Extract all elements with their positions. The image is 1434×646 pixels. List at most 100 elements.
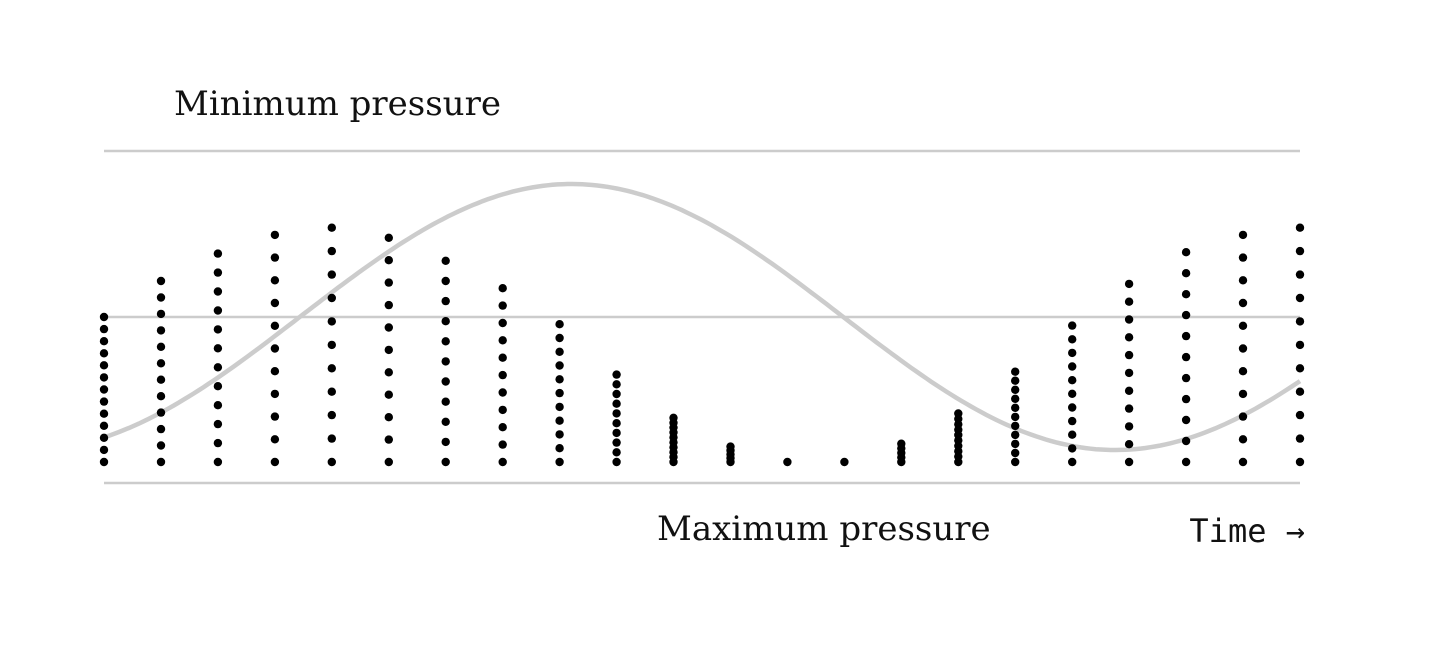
air-particle-dot	[1295, 364, 1305, 373]
air-particle-dot	[156, 276, 166, 286]
air-particle-dot	[384, 323, 393, 332]
air-particle-dot	[498, 318, 507, 328]
air-particle-dot	[99, 445, 109, 455]
air-particle-dot	[1181, 269, 1191, 278]
air-particle-dot	[1238, 412, 1248, 421]
air-particle-dot	[1011, 430, 1020, 440]
air-particle-dot	[1124, 350, 1134, 360]
air-particle-dot	[441, 437, 450, 447]
air-particle-dot	[669, 457, 678, 467]
air-particle-dot	[156, 359, 166, 368]
air-particle-dot	[1238, 298, 1248, 308]
air-particle-dot	[1238, 321, 1248, 330]
air-particle-dot	[1124, 440, 1134, 449]
particle-column	[99, 312, 109, 467]
air-particle-dot	[1295, 246, 1305, 256]
particle-column	[270, 230, 280, 467]
air-particle-dot	[1068, 321, 1077, 330]
air-particle-dot	[612, 448, 621, 457]
air-particle-dot	[441, 417, 450, 426]
air-particle-dot	[498, 370, 507, 380]
air-particle-dot	[1295, 340, 1305, 350]
air-particle-dot	[1124, 297, 1134, 306]
air-particle-dot	[498, 301, 507, 310]
air-particle-dot	[156, 408, 166, 417]
air-particle-dot	[1238, 276, 1248, 285]
air-particle-dot	[612, 457, 621, 467]
air-particle-dot	[1181, 457, 1191, 467]
air-particle-dot	[99, 397, 109, 406]
air-particle-dot	[270, 457, 280, 467]
air-particle-dot	[213, 306, 223, 315]
air-particle-dot	[1295, 317, 1305, 326]
air-particle-dot	[1124, 333, 1134, 342]
air-particle-dot	[498, 353, 507, 362]
air-particle-dot	[726, 457, 735, 467]
air-particle-dot	[1295, 434, 1305, 443]
air-particle-dot	[612, 380, 621, 389]
air-particle-dot	[441, 317, 450, 326]
air-particle-dot	[327, 293, 336, 303]
air-particle-dot	[612, 389, 621, 399]
air-particle-dot	[897, 457, 906, 467]
air-particle-dot	[1068, 376, 1077, 385]
air-particle-dot	[1124, 457, 1134, 467]
air-particle-dot	[1295, 293, 1305, 303]
air-particle-dot	[327, 223, 336, 232]
air-particle-dot	[1011, 394, 1020, 403]
air-particle-dot	[1068, 335, 1077, 344]
air-particle-dot	[384, 435, 393, 444]
air-particle-dot	[270, 230, 280, 240]
air-particle-dot	[1011, 448, 1020, 458]
air-particle-dot	[270, 321, 280, 330]
air-particle-dot	[498, 457, 507, 467]
particle-column	[669, 413, 678, 467]
air-particle-dot	[612, 428, 621, 438]
air-particle-dot	[612, 370, 621, 379]
particle-column	[555, 320, 564, 467]
air-particle-dot	[441, 457, 450, 467]
air-particle-dot	[327, 434, 336, 443]
air-particle-dot	[1295, 457, 1305, 467]
air-particle-dot	[1181, 310, 1191, 320]
air-particle-dot	[327, 364, 336, 373]
air-particle-dot	[156, 375, 166, 384]
air-particle-columns	[99, 223, 1305, 467]
air-particle-dot	[441, 296, 450, 306]
air-particle-dot	[327, 270, 336, 279]
air-particle-dot	[270, 276, 280, 285]
air-particle-dot	[1238, 435, 1248, 444]
time-axis-label: Time →	[1189, 512, 1305, 550]
air-particle-dot	[555, 444, 564, 453]
air-particle-dot	[1238, 253, 1248, 262]
air-particle-dot	[441, 337, 450, 346]
air-particle-dot	[498, 336, 507, 345]
air-particle-dot	[612, 409, 621, 418]
air-particle-dot	[1011, 457, 1020, 467]
particle-column	[327, 223, 336, 467]
air-particle-dot	[954, 457, 963, 467]
air-particle-dot	[1011, 367, 1020, 376]
air-particle-dot	[1238, 367, 1248, 376]
air-particle-dot	[555, 333, 564, 343]
particle-column	[1238, 230, 1248, 467]
air-particle-dot	[156, 441, 166, 450]
air-particle-dot	[1295, 270, 1305, 279]
air-particle-dot	[1124, 404, 1134, 413]
air-particle-dot	[1068, 389, 1077, 398]
air-particle-dot	[384, 345, 393, 355]
air-particle-dot	[327, 317, 336, 326]
air-particle-dot	[1068, 430, 1077, 439]
particle-column	[1011, 367, 1020, 467]
air-particle-dot	[840, 457, 849, 467]
air-particle-dot	[1181, 248, 1191, 257]
air-particle-dot	[1124, 386, 1134, 395]
air-particle-dot	[384, 300, 393, 310]
particle-column	[897, 439, 906, 467]
air-particle-dot	[1181, 436, 1191, 446]
air-particle-dot	[213, 268, 223, 277]
air-particle-dot	[213, 401, 223, 410]
particle-column	[384, 233, 393, 467]
air-particle-dot	[156, 309, 166, 319]
